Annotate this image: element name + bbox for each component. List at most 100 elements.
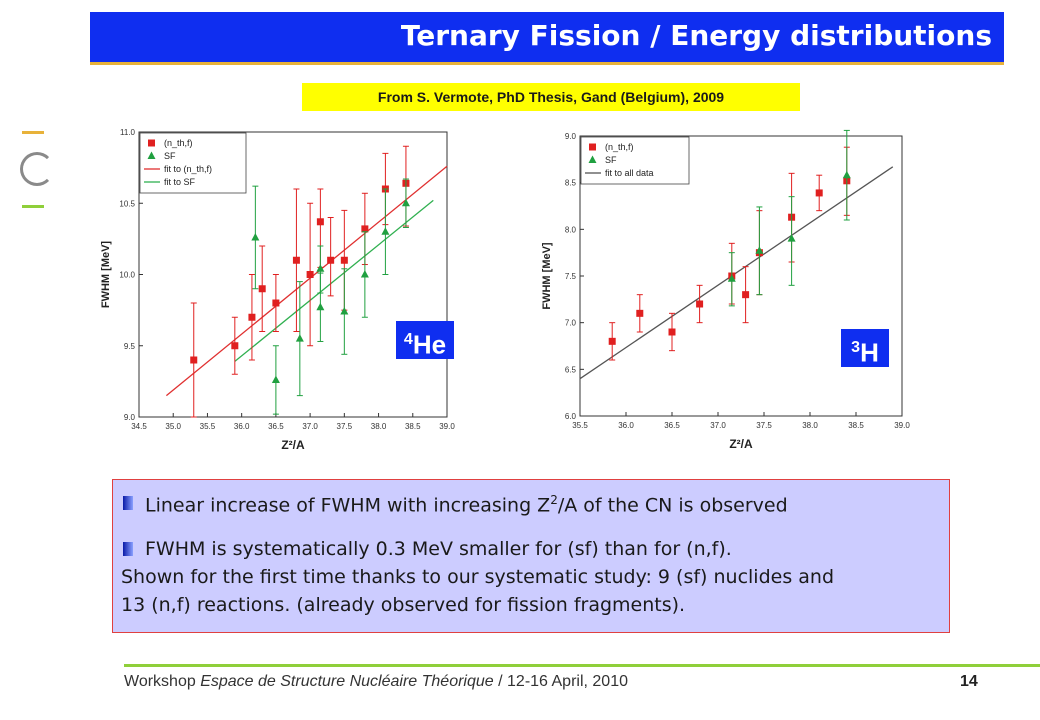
page-number: 14 bbox=[960, 673, 978, 690]
y-axis-label: FWHM [MeV] bbox=[100, 241, 112, 309]
fit-line bbox=[234, 199, 434, 362]
x-tick-label: 35.5 bbox=[572, 421, 588, 430]
data-point-triangle bbox=[316, 264, 325, 272]
x-tick-label: 35.5 bbox=[200, 422, 216, 431]
legend-marker-square bbox=[589, 143, 596, 151]
footer-post: / 12-16 April, 2010 bbox=[493, 673, 628, 690]
data-point-triangle bbox=[381, 227, 390, 235]
x-tick-label: 37.0 bbox=[710, 421, 726, 430]
x-tick-label: 37.5 bbox=[756, 421, 772, 430]
y-tick-label: 8.0 bbox=[565, 225, 577, 234]
data-point-square bbox=[608, 337, 616, 345]
data-point-triangle bbox=[727, 274, 736, 282]
bullet-1-text: Linear increase of FWHM with increasing … bbox=[145, 486, 788, 519]
x-tick-label: 35.0 bbox=[165, 422, 181, 431]
data-point-square bbox=[668, 328, 676, 336]
data-point-square bbox=[636, 309, 644, 317]
legend-label: SF bbox=[605, 155, 617, 165]
data-point-triangle bbox=[360, 270, 369, 278]
legend-marker-square bbox=[148, 139, 155, 147]
nuclide-label-4he: 4He bbox=[396, 321, 454, 360]
data-point-square bbox=[815, 189, 823, 197]
legend-box bbox=[139, 132, 247, 194]
footer-text: Workshop Espace de Structure Nucléaire T… bbox=[124, 673, 628, 691]
data-point-triangle bbox=[755, 246, 764, 254]
x-tick-label: 39.0 bbox=[439, 422, 455, 431]
bullet-icon bbox=[123, 542, 133, 557]
data-point-square bbox=[327, 256, 335, 264]
source-citation: From S. Vermote, PhD Thesis, Gand (Belgi… bbox=[302, 83, 800, 111]
y-tick-label: 10.5 bbox=[119, 199, 135, 208]
data-point-square bbox=[316, 218, 324, 226]
footer-italic: Espace de Structure Nucléaire Théorique bbox=[200, 673, 494, 690]
data-point-square bbox=[258, 285, 266, 293]
data-point-triangle bbox=[316, 302, 325, 311]
data-point-triangle bbox=[271, 375, 280, 383]
fit-line bbox=[579, 166, 894, 380]
legend-label: fit to (n_th,f) bbox=[164, 164, 212, 174]
slide-title: Ternary Fission / Energy distributions bbox=[400, 19, 992, 52]
mass-number: 4 bbox=[403, 331, 413, 348]
y-tick-label: 11.0 bbox=[120, 128, 136, 137]
title-underline bbox=[90, 62, 1004, 65]
data-point-triangle bbox=[251, 232, 260, 241]
footer-pre: Workshop bbox=[124, 673, 201, 690]
data-point-square bbox=[231, 342, 239, 350]
element-symbol: He bbox=[412, 329, 447, 360]
bullet-1-pre: Linear increase of FWHM with increasing … bbox=[145, 494, 551, 517]
legend-marker-triangle bbox=[588, 155, 597, 163]
x-axis-label: Z²/A bbox=[281, 438, 305, 452]
x-tick-label: 36.5 bbox=[268, 422, 284, 431]
legend-label: SF bbox=[164, 151, 176, 161]
data-point-square bbox=[272, 299, 280, 307]
y-tick-label: 10.0 bbox=[119, 271, 135, 280]
legend-box bbox=[580, 136, 690, 185]
x-tick-label: 36.0 bbox=[234, 422, 250, 431]
y-tick-label: 9.0 bbox=[124, 413, 136, 422]
bullet-1-post: /A of the CN is observed bbox=[557, 494, 788, 517]
y-tick-label: 7.0 bbox=[565, 319, 577, 328]
y-tick-label: 6.0 bbox=[565, 412, 577, 421]
y-tick-label: 9.0 bbox=[565, 132, 577, 141]
legend-label: fit to SF bbox=[164, 177, 196, 187]
y-tick-label: 7.5 bbox=[565, 272, 577, 281]
data-point-square bbox=[340, 256, 348, 264]
y-tick-label: 8.5 bbox=[565, 179, 577, 188]
legend-marker-triangle bbox=[147, 151, 156, 159]
bullet-1: Linear increase of FWHM with increasing … bbox=[121, 486, 941, 519]
data-point-triangle bbox=[787, 234, 796, 242]
data-point-square bbox=[248, 313, 256, 321]
x-tick-label: 38.0 bbox=[802, 421, 818, 430]
x-tick-label: 38.5 bbox=[848, 421, 864, 430]
footer-rule bbox=[124, 664, 1040, 667]
conclusion-box: Linear increase of FWHM with increasing … bbox=[112, 479, 950, 633]
chart-4he: 34.5 35.0 35.5 36.0 36.5 37.0 37.5 38.0 38.5 39.0… bbox=[100, 128, 455, 452]
data-point-square bbox=[292, 256, 300, 264]
x-tick-label: 38.0 bbox=[371, 422, 387, 431]
x-tick-label: 36.0 bbox=[618, 421, 634, 430]
x-tick-label: 34.5 bbox=[131, 422, 147, 431]
data-point-triangle bbox=[340, 307, 349, 315]
data-point-triangle bbox=[295, 334, 304, 342]
x-tick-label: 39.0 bbox=[894, 421, 910, 430]
x-tick-label: 37.5 bbox=[337, 422, 353, 431]
legend-label: fit to all data bbox=[605, 168, 654, 178]
x-axis-label: Z²/A bbox=[729, 437, 753, 451]
data-point-square bbox=[306, 271, 314, 278]
data-point-triangle bbox=[401, 198, 410, 207]
mass-number: 3 bbox=[851, 339, 861, 356]
legend-label: (n_th,f) bbox=[605, 142, 634, 152]
decor-bar-bottom bbox=[22, 205, 44, 208]
body-line-4: 13 (n,f) reactions. (already observed fo… bbox=[121, 594, 686, 617]
data-point-square bbox=[361, 225, 369, 233]
bullet-1-sup: 2 bbox=[550, 493, 558, 507]
bullet-icon bbox=[123, 495, 133, 510]
y-tick-label: 6.5 bbox=[565, 365, 577, 374]
data-point-square bbox=[696, 300, 704, 308]
nuclide-label-3h: 3H bbox=[841, 329, 889, 368]
legend-label: (n_th,f) bbox=[164, 138, 193, 148]
element-symbol: H bbox=[860, 337, 879, 368]
decor-bar-top bbox=[22, 131, 44, 134]
data-point-triangle bbox=[842, 170, 851, 179]
bullet-2-text: FWHM is systematically 0.3 MeV smaller f… bbox=[145, 538, 732, 561]
